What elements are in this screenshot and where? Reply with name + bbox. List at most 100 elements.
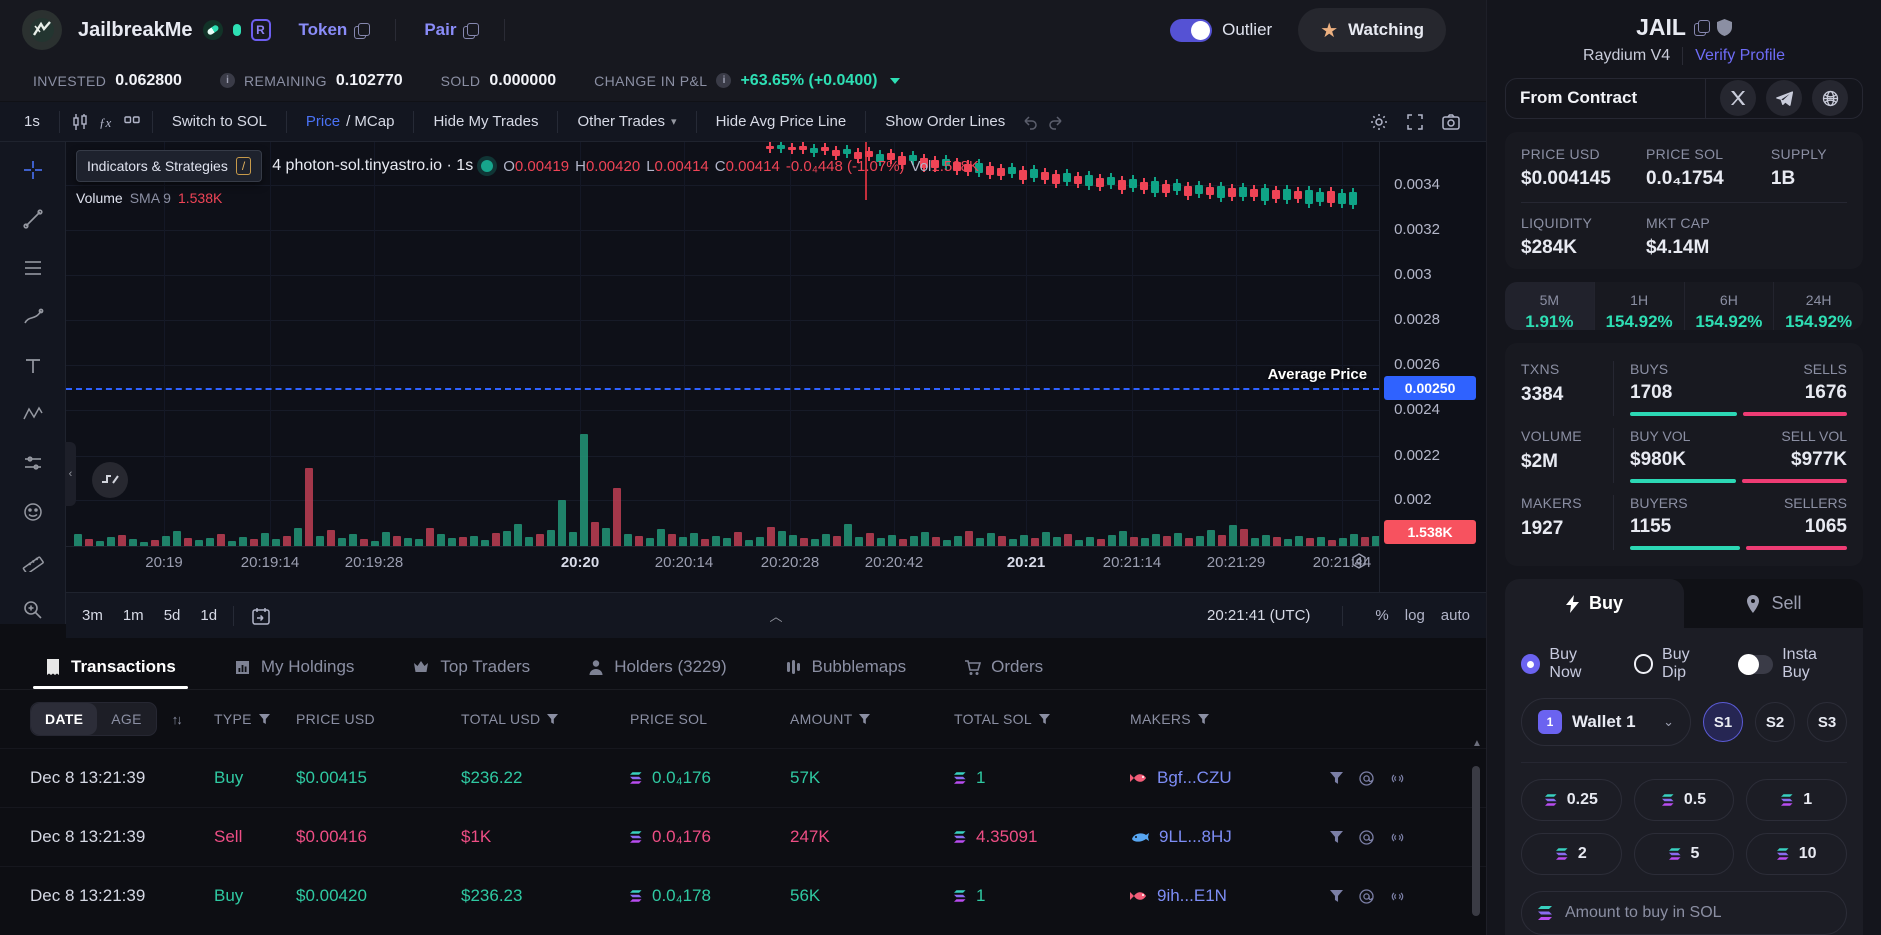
amount-preset-button[interactable]: 0.25: [1521, 779, 1622, 821]
pair-address-link[interactable]: Pair: [424, 20, 480, 40]
position-tool-icon[interactable]: [16, 449, 50, 477]
zoom-in-tool-icon[interactable]: [16, 596, 50, 624]
log-scale-button[interactable]: log: [1404, 607, 1425, 624]
collapse-chart-chevron[interactable]: ︿: [769, 609, 783, 624]
filter-funnel-icon[interactable]: [859, 713, 871, 725]
switch-to-sol-button[interactable]: Switch to SOL: [171, 113, 267, 130]
transaction-row[interactable]: Dec 8 13:21:39 Buy $0.00420 $236.23 0.0₄178 5…: [0, 866, 1486, 925]
tradingview-logo[interactable]: [92, 462, 128, 498]
at-address-icon[interactable]: [1359, 829, 1374, 845]
show-order-lines-button[interactable]: Show Order Lines: [885, 113, 1006, 130]
website-globe-icon[interactable]: [1812, 80, 1848, 117]
info-icon[interactable]: i: [716, 73, 732, 88]
text-tool-icon[interactable]: [16, 352, 50, 380]
tx-maker-link[interactable]: 9LL...8HJ: [1130, 827, 1330, 847]
scrollbar-thumb[interactable]: [1472, 766, 1480, 916]
buy-dip-radio[interactable]: Buy Dip: [1633, 646, 1717, 682]
age-toggle[interactable]: AGE: [111, 711, 142, 727]
table-scrollbar[interactable]: ▲: [1472, 738, 1482, 929]
trend-line-tool-icon[interactable]: [16, 205, 50, 233]
chart-plot[interactable]: Indicators & Strategies / 4 photon-sol.t…: [66, 142, 1380, 546]
auto-scale-button[interactable]: auto: [1440, 607, 1470, 624]
time-axis[interactable]: 20:19 20:19:14 20:19:28 20:20 20:20:14 20:20:…: [66, 546, 1380, 578]
ripple-wave-icon[interactable]: [1390, 889, 1405, 904]
indicators-fx-icon[interactable]: ƒx: [95, 111, 117, 133]
filter-funnel-icon[interactable]: [1038, 713, 1050, 725]
redo-icon[interactable]: [1045, 111, 1067, 133]
ripple-wave-icon[interactable]: [1390, 830, 1405, 845]
funnel-icon[interactable]: [1330, 830, 1343, 844]
twitter-x-icon[interactable]: [1720, 80, 1756, 117]
tab-holders[interactable]: Holders (3229): [588, 624, 727, 689]
emoji-tool-icon[interactable]: [16, 498, 50, 526]
amount-preset-button[interactable]: 1: [1746, 779, 1847, 821]
hide-my-trades-button[interactable]: Hide My Trades: [433, 113, 539, 130]
range-1d-button[interactable]: 1d: [200, 607, 218, 624]
price-mcap-toggle[interactable]: Price / MCap: [305, 113, 395, 130]
amount-preset-button[interactable]: 10: [1746, 833, 1847, 875]
interval-button[interactable]: 1s: [24, 113, 40, 130]
tx-maker-link[interactable]: 9ih...E1N: [1130, 886, 1330, 906]
wallet-selector[interactable]: 1 Wallet 1 ⌄: [1521, 698, 1691, 746]
tab-orders[interactable]: Orders: [964, 624, 1043, 689]
copy-icon[interactable]: [463, 22, 480, 39]
fullscreen-icon[interactable]: [1404, 111, 1426, 133]
timeframe-5m[interactable]: 5M 1.91%: [1505, 281, 1595, 330]
transaction-row[interactable]: Dec 8 13:21:39 Sell $0.00416 $1K 0.0₄176 247K…: [0, 807, 1486, 866]
insta-buy-toggle[interactable]: Insta Buy: [1738, 646, 1847, 682]
info-icon[interactable]: i: [219, 73, 235, 88]
filter-funnel-icon[interactable]: [1197, 713, 1209, 725]
date-age-toggle[interactable]: DATE AGE: [30, 702, 157, 736]
sell-tab[interactable]: Sell: [1684, 579, 1863, 628]
ripple-wave-icon[interactable]: [1390, 771, 1405, 786]
copy-icon[interactable]: [1693, 20, 1710, 36]
other-trades-dropdown[interactable]: Other Trades ▾: [577, 113, 677, 130]
range-5d-button[interactable]: 5d: [163, 607, 181, 624]
chevron-down-icon[interactable]: [890, 77, 901, 84]
tx-maker-link[interactable]: Bgf...CZU: [1130, 768, 1330, 788]
slot-s2-button[interactable]: S2: [1755, 702, 1795, 742]
amount-input[interactable]: Amount to buy in SOL: [1521, 891, 1847, 935]
tab-transactions[interactable]: Transactions: [33, 624, 188, 689]
token-address-link[interactable]: Token: [299, 20, 371, 40]
slot-s1-button[interactable]: S1: [1703, 702, 1743, 742]
price-axis[interactable]: 0.0034 0.0032 0.003 0.0028 0.0026 0.0024 0.002…: [1379, 142, 1486, 592]
sort-icon[interactable]: ↑↓: [171, 711, 183, 727]
slot-s3-button[interactable]: S3: [1807, 702, 1847, 742]
timeframe-24h[interactable]: 24H 154.92%: [1785, 291, 1853, 330]
copy-icon[interactable]: [354, 22, 371, 39]
from-contract-label[interactable]: From Contract: [1520, 88, 1638, 108]
amount-preset-button[interactable]: 0.5: [1633, 779, 1735, 821]
hide-avg-price-line-button[interactable]: Hide Avg Price Line: [715, 113, 847, 130]
scroll-up-arrow[interactable]: ▲: [1472, 738, 1482, 749]
amount-preset-button[interactable]: 2: [1521, 833, 1622, 875]
brush-tool-icon[interactable]: [16, 303, 50, 331]
telegram-icon[interactable]: [1766, 80, 1802, 117]
undo-icon[interactable]: [1019, 111, 1041, 133]
outlier-toggle[interactable]: [1170, 18, 1213, 42]
range-1m-button[interactable]: 1m: [122, 607, 144, 624]
candle-style-icon[interactable]: [69, 111, 91, 133]
timeframe-6h[interactable]: 6H 154.92%: [1685, 281, 1775, 330]
percent-scale-button[interactable]: %: [1375, 607, 1389, 624]
at-address-icon[interactable]: [1359, 888, 1374, 904]
funnel-icon[interactable]: [1330, 889, 1343, 903]
verify-profile-link[interactable]: Verify Profile: [1695, 47, 1785, 64]
range-3m-button[interactable]: 3m: [82, 607, 103, 624]
amount-preset-button[interactable]: 5: [1633, 833, 1735, 875]
funnel-icon[interactable]: [1330, 771, 1343, 785]
toolbar-collapse-chevron[interactable]: ‹: [65, 442, 76, 506]
transaction-row[interactable]: Dec 8 13:21:39 Buy $0.00415 $236.22 0.0₄176 5…: [0, 748, 1486, 807]
clock-utc[interactable]: 20:21:41 (UTC): [1207, 607, 1311, 624]
timeframe-1h[interactable]: 1H 154.92%: [1595, 281, 1685, 330]
go-to-date-calendar-icon[interactable]: [250, 605, 272, 627]
buy-now-radio[interactable]: Buy Now: [1521, 646, 1612, 682]
crosshair-tool-icon[interactable]: [16, 156, 50, 184]
measure-ruler-tool-icon[interactable]: [16, 547, 50, 575]
fib-retracement-tool-icon[interactable]: [16, 254, 50, 282]
chart-settings-gear-icon[interactable]: [1368, 111, 1390, 133]
tab-top-traders[interactable]: Top Traders: [412, 624, 530, 689]
at-address-icon[interactable]: [1359, 770, 1374, 786]
tab-my-holdings[interactable]: My Holdings: [234, 624, 354, 689]
filter-funnel-icon[interactable]: [258, 713, 270, 725]
